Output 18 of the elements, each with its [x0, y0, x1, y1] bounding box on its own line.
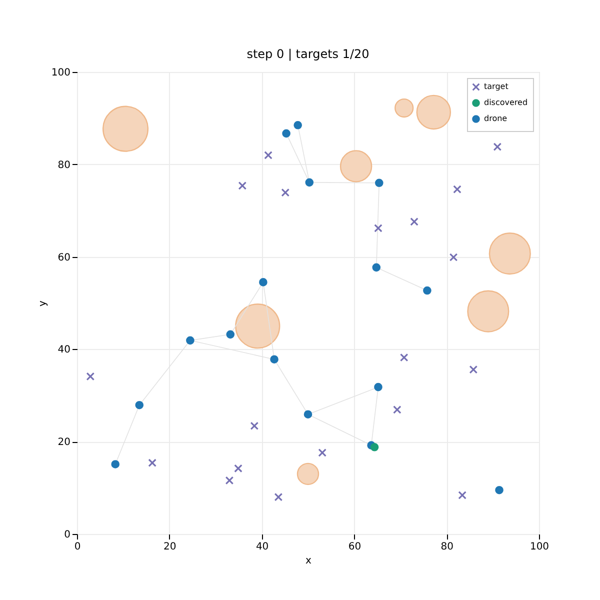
x-tick-label: 0 [74, 542, 81, 552]
x-tick-label: 40 [256, 542, 269, 552]
y-tick-label: 20 [58, 437, 70, 448]
x-tick-label: 20 [164, 542, 176, 552]
y-tick-label: 60 [58, 252, 70, 264]
x-tick-label: 80 [440, 542, 454, 552]
x-axis-title: x [306, 556, 312, 566]
y-tick-label: 80 [58, 160, 70, 171]
x-tick-label: 60 [348, 542, 362, 552]
y-tick-label: 0 [64, 530, 70, 540]
legend-label: discovered [484, 98, 528, 107]
y-axis-title: y [37, 300, 48, 306]
legend-label: target [484, 82, 508, 91]
chart-title: step 0 | targets 1/20 [246, 47, 370, 61]
y-tick-label: 100 [51, 68, 70, 78]
legend-label: drone [484, 114, 508, 123]
x-tick-label: 100 [530, 542, 550, 552]
y-tick-label: 40 [58, 344, 70, 356]
